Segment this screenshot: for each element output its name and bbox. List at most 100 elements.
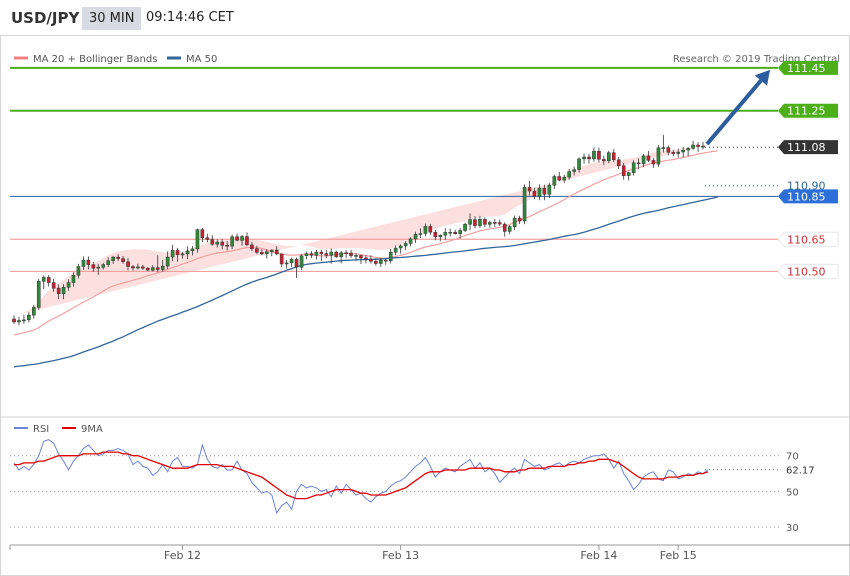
candle [646, 151, 651, 163]
candle [96, 263, 101, 275]
candle [686, 147, 690, 157]
legend-9ma-label: 9MA [81, 424, 103, 435]
candle [205, 233, 210, 243]
candle [131, 265, 135, 271]
timeframe-badge[interactable]: 30 MIN [82, 7, 142, 30]
candle [86, 256, 91, 270]
rsi-tick-label: 30 [786, 523, 799, 534]
candle [116, 254, 120, 262]
legend-rsi-label: RSI [33, 424, 49, 435]
candle [46, 275, 51, 287]
candle [696, 142, 700, 152]
candle [210, 235, 215, 246]
candle [170, 244, 175, 261]
candle [190, 246, 195, 256]
rsi-current-value: 62.17 [786, 466, 815, 477]
price-tag-111.45: 111.45 [778, 60, 838, 75]
candle [265, 249, 269, 259]
price-tag-label: 110.50 [787, 265, 826, 278]
forecast-arrow-shaft [705, 79, 763, 146]
candle [383, 258, 388, 265]
candle [428, 223, 433, 235]
rsi-9ma-line [14, 451, 709, 500]
candle [443, 228, 448, 241]
x-axis: Feb 12 Feb 13 Feb 14 Feb 15 [9, 545, 697, 562]
candle [121, 256, 125, 264]
candle [478, 215, 482, 228]
candle [666, 145, 671, 156]
candle [621, 162, 626, 180]
copyright-text: Research © 2019 Trading Central [673, 54, 840, 65]
candle [165, 251, 170, 270]
candle [547, 182, 552, 198]
candle [27, 312, 31, 323]
candle [175, 247, 180, 262]
candle [329, 248, 334, 264]
candle [567, 168, 571, 180]
candle [552, 174, 557, 189]
candle [522, 184, 527, 225]
clock-time: 09:14:46 CET [146, 10, 234, 25]
candle [185, 246, 190, 259]
price-tag-110.50: 110.50 [777, 263, 839, 279]
candle [255, 245, 259, 255]
price-tag-111.25: 111.25 [778, 103, 838, 118]
candle [12, 315, 16, 324]
candle [572, 166, 576, 176]
rsi-legend: RSI 9MA [14, 424, 103, 435]
candle [359, 255, 363, 264]
candle [557, 172, 562, 182]
price-tag-label: 111.25 [787, 105, 826, 118]
bollinger-bands [14, 143, 713, 316]
legend-ma50-label: MA 50 [186, 54, 217, 65]
candle [334, 250, 339, 258]
candle [626, 171, 631, 181]
candle [463, 222, 467, 232]
candle [651, 158, 656, 168]
candle [299, 254, 304, 270]
candle [304, 251, 309, 260]
candle [403, 241, 408, 250]
candle [577, 157, 581, 173]
candle [309, 251, 314, 259]
price-tag-label: 111.08 [787, 141, 826, 154]
candle [582, 153, 586, 164]
candle [195, 228, 200, 253]
candle [269, 249, 274, 257]
candle [438, 234, 443, 242]
candle [160, 260, 165, 272]
candle [676, 148, 681, 158]
x-tick-label: Feb 15 [660, 549, 697, 562]
candle [512, 215, 517, 231]
candle [374, 258, 378, 266]
rsi-lines: 62.17 [13, 439, 815, 515]
candle [483, 217, 487, 228]
candle [76, 263, 81, 279]
candle [141, 264, 145, 270]
candle [681, 146, 685, 158]
candle [468, 213, 472, 231]
candle [106, 257, 110, 268]
candle [230, 234, 234, 250]
x-tick-label: Feb 12 [164, 549, 201, 562]
price-tag-111.08: 111.08 [778, 140, 838, 155]
candle [641, 154, 646, 168]
candle [602, 155, 606, 166]
price-tag-label: 110.65 [787, 233, 826, 246]
bollinger-band-area [14, 143, 713, 316]
candle [41, 275, 46, 289]
x-tick-label: Feb 14 [580, 549, 617, 562]
candle [507, 225, 512, 235]
candle [61, 284, 66, 300]
candle [136, 263, 140, 270]
candle [220, 238, 225, 250]
candle [319, 249, 324, 261]
candle [611, 149, 616, 163]
candle [493, 218, 497, 227]
candle [631, 160, 636, 176]
candle [339, 251, 343, 264]
candle [423, 223, 428, 237]
candle [527, 181, 532, 196]
candle [497, 219, 502, 226]
